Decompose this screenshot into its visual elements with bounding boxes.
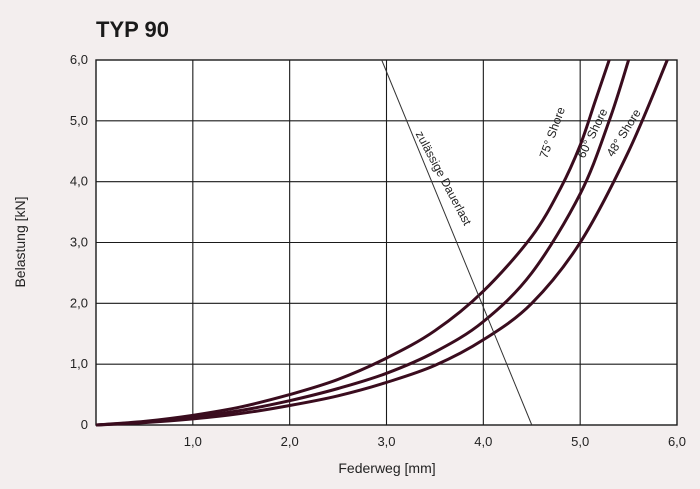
grid (96, 60, 677, 425)
y-tick-label: 0 (81, 417, 88, 432)
x-tick-label: 6,0 (668, 434, 686, 449)
y-tick-label: 1,0 (70, 356, 88, 371)
y-tick-label: 5,0 (70, 113, 88, 128)
x-tick-label: 3,0 (377, 434, 395, 449)
y-tick-label: 4,0 (70, 174, 88, 189)
x-axis-label: Federweg [mm] (338, 460, 435, 476)
series-line-48-shore (95, 59, 669, 427)
y-axis-label: Belastung [kN] (12, 196, 28, 287)
series-line-75-shore (95, 59, 611, 427)
x-tick-label: 1,0 (184, 434, 202, 449)
x-tick-label: 2,0 (281, 434, 299, 449)
series-line-60-shore (95, 59, 631, 427)
series-line-zul-ssige-dauerlast (381, 59, 533, 426)
x-tick-label: 5,0 (571, 434, 589, 449)
x-tick-label: 4,0 (474, 434, 492, 449)
x-tick-labels: 1,0 2,0 3,0 4,0 5,0 6,0 (184, 434, 686, 449)
y-tick-label: 6,0 (70, 52, 88, 67)
chart-title: TYP 90 (96, 17, 169, 42)
y-tick-label: 2,0 (70, 295, 88, 310)
y-tick-labels: 0 1,0 2,0 3,0 4,0 5,0 6,0 (70, 52, 88, 432)
y-tick-label: 3,0 (70, 235, 88, 250)
